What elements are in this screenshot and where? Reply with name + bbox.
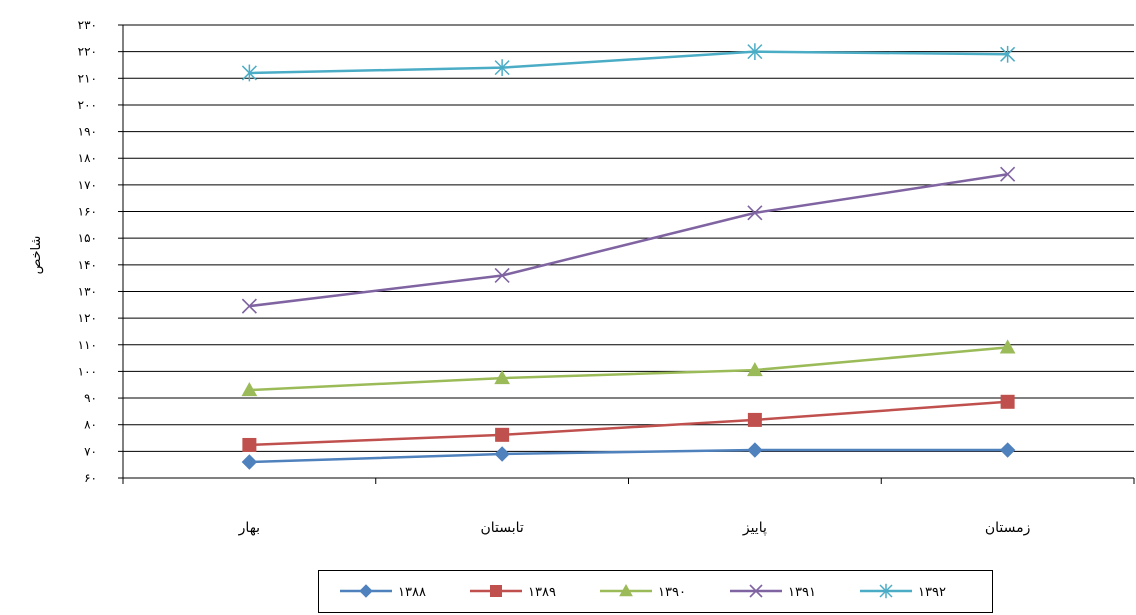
series-3-point-1-shape — [494, 267, 510, 284]
legend-marker-1 — [490, 585, 502, 597]
legend-marker-0-shape — [359, 584, 373, 598]
legend-item-1: ۱۳۸۹ — [470, 585, 556, 600]
y-tick-label: ۱۳۰ — [78, 284, 97, 298]
series-2-point-2 — [747, 362, 763, 377]
series-3-point-3 — [1000, 166, 1016, 182]
legend-label-4: ۱۳۹۲ — [918, 585, 946, 600]
series-4-point-3 — [1000, 45, 1016, 63]
series-1-point-0 — [242, 437, 257, 452]
y-tick-label: ۹۰ — [84, 391, 97, 405]
series-4-point-2 — [747, 43, 763, 61]
series-1 — [242, 394, 1015, 452]
y-tick-label: ۱۸۰ — [78, 151, 97, 165]
series-1-point-0-shape — [242, 437, 257, 452]
series-2-point-0 — [241, 382, 258, 397]
x-category-label: پاییز — [742, 520, 767, 536]
series-0-point-0 — [241, 454, 258, 470]
series-0-point-2 — [747, 442, 763, 458]
series-4-point-1 — [494, 59, 510, 77]
legend-marker-3-shape — [749, 584, 763, 598]
legend-marker-4 — [879, 583, 893, 599]
series-0-point-3 — [999, 442, 1016, 458]
legend-label-0: ۱۳۸۸ — [398, 585, 426, 600]
series-0-line — [249, 448, 1008, 464]
y-tick-label: ۱۴۰ — [78, 258, 97, 272]
series-3-point-2-shape — [747, 205, 763, 221]
y-axis-title: شاخص — [29, 236, 44, 275]
legend-label-2: ۱۳۹۰ — [658, 585, 686, 600]
legend-label-3: ۱۳۹۱ — [788, 585, 816, 600]
series-0-point-1-shape — [494, 446, 510, 462]
series-1-point-1-shape — [495, 427, 510, 442]
y-tick-label: ۱۵۰ — [78, 231, 97, 245]
series-1-line — [249, 400, 1008, 447]
series-3-point-0 — [241, 298, 257, 314]
series-3-line — [249, 172, 1008, 308]
series-1-point-1 — [495, 427, 510, 442]
legend: ۱۳۸۸ ۱۳۸۹ ۱۳۹۰ ۱۳۹۱ ۱۳۹۲ — [318, 570, 993, 613]
series-3-point-3-shape — [1000, 166, 1016, 182]
y-tick-label: ۶۰ — [84, 471, 97, 485]
series-2-point-3 — [999, 339, 1016, 354]
series-2-line — [249, 346, 1008, 392]
y-tick-label: ۱۲۰ — [78, 311, 97, 325]
series-4-line — [249, 50, 1008, 75]
y-tick-label: ۱۱۰ — [78, 338, 97, 352]
legend-item-4: ۱۳۹۲ — [860, 583, 946, 600]
x-category-label: بهار — [238, 520, 260, 536]
series-group — [241, 43, 1016, 470]
gridlines — [123, 24, 1134, 479]
y-tick-label: ۱۹۰ — [78, 125, 97, 139]
series-2-point-3-shape — [999, 339, 1016, 354]
legend-label-1: ۱۳۸۹ — [528, 585, 556, 600]
y-tick-label: ۲۳۰ — [78, 18, 97, 32]
x-category-label: زمستان — [985, 520, 1031, 536]
y-tick-label: ۱۶۰ — [78, 205, 97, 219]
series-2-point-0-shape — [241, 382, 258, 397]
series-3-point-2 — [747, 205, 763, 221]
y-tick-label: ۸۰ — [84, 418, 97, 432]
legend-item-3: ۱۳۹۱ — [730, 584, 816, 600]
legend-item-0: ۱۳۸۸ — [340, 584, 426, 600]
series-0 — [241, 442, 1016, 470]
series-0-point-1 — [494, 446, 510, 462]
series-4-point-0 — [241, 64, 257, 82]
legend-marker-0 — [359, 584, 373, 598]
series-0-point-0-shape — [241, 454, 258, 470]
y-tick-label: ۱۰۰ — [78, 364, 97, 378]
series-1-point-2-shape — [747, 412, 762, 427]
y-tick-label: ۱۷۰ — [78, 178, 97, 192]
series-0-point-2-shape — [747, 442, 763, 458]
series-0-point-3-shape — [999, 442, 1016, 458]
series-3-point-0-shape — [241, 298, 257, 314]
axes: ۶۰ ۷۰ ۸۰ ۹۰ ۱۰۰ ۱۱۰ ۱۲۰ ۱۳۰ ۱۴۰ ۱۵۰ ۱۶۰ ۱۷۰ ۱۸۰ ۱۹۰ ۲۰… — [29, 18, 1135, 536]
series-1-point-3-shape — [1000, 394, 1015, 409]
y-tick-label: ۲۱۰ — [78, 71, 97, 85]
y-tick-label: ۷۰ — [84, 444, 97, 458]
series-3-point-1 — [494, 267, 510, 284]
series-2 — [241, 339, 1016, 397]
series-2-point-2-shape — [747, 362, 763, 377]
x-category-label: تابستان — [480, 520, 523, 536]
legend-item-2: ۱۳۹۰ — [600, 583, 686, 600]
legend-marker-1-shape — [490, 585, 502, 597]
legend-marker-3 — [749, 584, 763, 598]
legend-marker-2 — [619, 583, 633, 597]
legend-marker-2-shape — [619, 583, 633, 597]
series-4 — [241, 43, 1016, 82]
series-2-point-1 — [494, 370, 510, 385]
series-3 — [241, 166, 1016, 314]
series-2-point-1-shape — [494, 370, 510, 385]
y-tick-label: ۲۲۰ — [78, 45, 97, 59]
series-1-point-2 — [747, 412, 762, 427]
series-1-point-3 — [1000, 394, 1015, 409]
y-tick-label: ۲۰۰ — [78, 98, 97, 112]
